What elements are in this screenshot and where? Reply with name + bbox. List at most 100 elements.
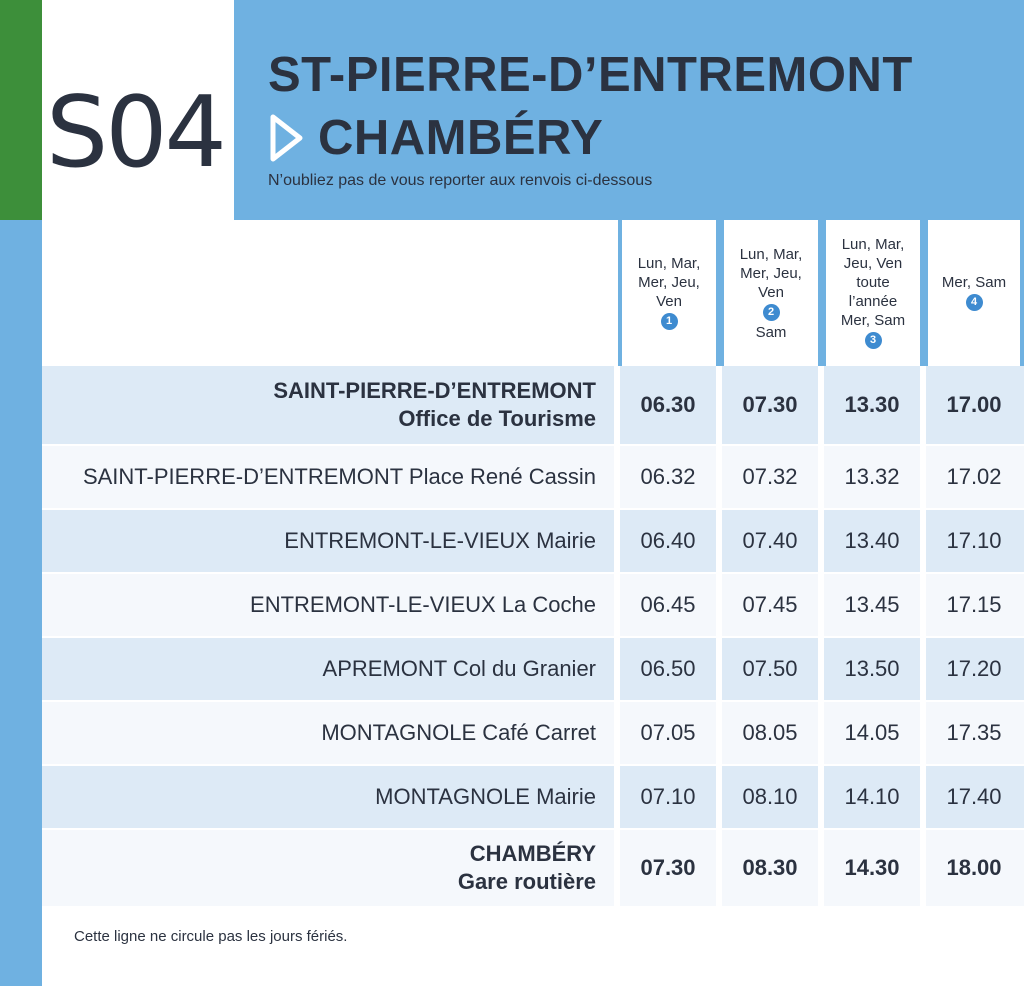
- departure-time: 13.40: [844, 528, 900, 553]
- stop-name: ENTREMONT-LE-VIEUX La Coche: [42, 574, 596, 636]
- column-separator: [614, 766, 620, 828]
- departure-time: 06.30: [640, 392, 696, 417]
- column-separator: [920, 830, 926, 906]
- departure-time: 06.50: [640, 656, 696, 681]
- departure-time: 17.00: [946, 392, 1002, 417]
- departure-time: 13.45: [844, 592, 900, 617]
- column-separator: [818, 366, 824, 444]
- column-days: Ven: [758, 283, 784, 301]
- column-days: Mer, Jeu,: [740, 264, 802, 282]
- subtitle: N’oubliez pas de vous reporter aux renvo…: [268, 172, 653, 189]
- departure-time: 07.50: [742, 656, 798, 681]
- column-separator: [614, 510, 620, 572]
- table-row: SAINT-PIERRE-D’ENTREMONT Place René Cass…: [42, 446, 1024, 508]
- departure-time: 17.40: [946, 784, 1002, 809]
- stop-name: SAINT-PIERRE-D’ENTREMONT Office de Touris…: [42, 366, 596, 444]
- departure-time: 17.10: [946, 528, 1002, 553]
- destination-title: CHAMBÉRY: [318, 111, 604, 165]
- departure-time: 06.40: [640, 528, 696, 553]
- departure-time: 07.05: [640, 720, 696, 745]
- column-days: Jeu, Ven: [843, 255, 903, 272]
- column-separator: [614, 702, 620, 764]
- stop-name: APREMONT Col du Granier: [42, 638, 596, 700]
- column-separator: [614, 574, 620, 636]
- column-separator: [920, 446, 926, 508]
- column-separator: [818, 574, 824, 636]
- column-separator: [818, 510, 824, 572]
- column-extra-days: Sam: [755, 323, 787, 341]
- departure-time: 07.30: [640, 855, 696, 880]
- line-color-bar: [0, 0, 42, 220]
- column-separator: [614, 446, 620, 508]
- line-code: S04: [46, 76, 227, 190]
- stop-name-line: APREMONT Col du Granier: [322, 656, 596, 681]
- departure-time: 18.00: [946, 855, 1002, 880]
- column-separator: [716, 766, 722, 828]
- departure-time: 17.20: [946, 656, 1002, 681]
- table-row: SAINT-PIERRE-D’ENTREMONT Office de Touris…: [42, 366, 1024, 444]
- table-row: CHAMBÉRY Gare routière 07.30 08.30 14.30 18.0…: [42, 830, 1024, 906]
- column-separator: [716, 510, 722, 572]
- departure-time: 17.15: [946, 592, 1002, 617]
- stop-name-line: MONTAGNOLE Café Carret: [321, 720, 596, 745]
- table-row: APREMONT Col du Granier 06.50 07.50 13.50 17…: [42, 638, 1024, 700]
- column-header: Mer, Sam 4: [924, 220, 1024, 366]
- departure-time: 07.10: [640, 784, 696, 809]
- header-banner: [234, 0, 1024, 220]
- origin-title: ST-PIERRE-D’ENTREMONT: [268, 48, 913, 102]
- departure-time: 17.35: [946, 720, 1002, 745]
- stop-name: MONTAGNOLE Mairie: [42, 766, 596, 828]
- column-header: Lun, Mar, Jeu, Ven toute l’année Mer, Sam 3: [822, 220, 924, 366]
- stop-name-line: MONTAGNOLE Mairie: [375, 784, 596, 809]
- departure-time: 07.32: [742, 464, 798, 489]
- column-separator: [920, 766, 926, 828]
- column-days: Lun, Mar,: [637, 255, 701, 272]
- column-separator: [818, 638, 824, 700]
- note-number-badge: 2: [762, 303, 780, 321]
- stop-name: MONTAGNOLE Café Carret: [42, 702, 596, 764]
- column-separator: [920, 510, 926, 572]
- departure-time: 13.30: [844, 392, 900, 417]
- column-header: Lun, Mar, Mer, Jeu, Ven 2 Sam: [720, 220, 822, 366]
- stop-name-line: ENTREMONT-LE-VIEUX Mairie: [284, 528, 596, 553]
- departure-time: 06.32: [640, 464, 696, 489]
- departure-time: 14.05: [844, 720, 900, 745]
- table-row: ENTREMONT-LE-VIEUX La Coche 06.45 07.45 13.…: [42, 574, 1024, 636]
- column-separator: [818, 766, 824, 828]
- column-separator: [818, 830, 824, 906]
- note-number-badge: 3: [864, 332, 882, 349]
- departure-time: 07.45: [742, 592, 798, 617]
- departure-time: 14.30: [844, 855, 900, 880]
- stop-name-line: Gare routière: [457, 869, 596, 894]
- direction-arrow-icon: [270, 114, 303, 162]
- table-row: ENTREMONT-LE-VIEUX Mairie 06.40 07.40 13.40…: [42, 510, 1024, 572]
- column-separator: [614, 366, 620, 444]
- stop-name: CHAMBÉRY Gare routière: [42, 830, 596, 906]
- column-days: Ven: [656, 293, 682, 310]
- column-separator: [920, 574, 926, 636]
- note-number-badge: 1: [660, 313, 678, 330]
- departure-time: 08.10: [742, 784, 798, 809]
- column-separator: [920, 366, 926, 444]
- column-separator: [716, 446, 722, 508]
- stop-name-line: SAINT-PIERRE-D’ENTREMONT Place René Cass…: [82, 464, 596, 489]
- departure-time: 07.30: [742, 392, 798, 417]
- departure-time: 13.32: [844, 464, 900, 489]
- column-separator: [614, 830, 620, 906]
- stop-name-line: SAINT-PIERRE-D’ENTREMONT: [273, 378, 596, 403]
- departure-time: 17.02: [946, 464, 1002, 489]
- column-separator: [716, 702, 722, 764]
- destination-row: CHAMBÉRY: [268, 108, 603, 168]
- table-row: MONTAGNOLE Café Carret 07.05 08.05 14.05 17.…: [42, 702, 1024, 764]
- table-row: MONTAGNOLE Mairie 07.10 08.10 14.10 17.40: [42, 766, 1024, 828]
- side-accent-bar: [0, 220, 42, 986]
- departure-time: 06.45: [640, 592, 696, 617]
- column-extra-days: Mer, Sam: [840, 312, 906, 329]
- column-separator: [818, 702, 824, 764]
- column-separator: [920, 638, 926, 700]
- note-number-badge: 4: [965, 294, 983, 311]
- departure-time: 07.40: [742, 528, 798, 553]
- stop-name-line: ENTREMONT-LE-VIEUX La Coche: [250, 592, 596, 617]
- departure-time: 14.10: [844, 784, 900, 809]
- stop-name: SAINT-PIERRE-D’ENTREMONT Place René Cass…: [42, 446, 596, 508]
